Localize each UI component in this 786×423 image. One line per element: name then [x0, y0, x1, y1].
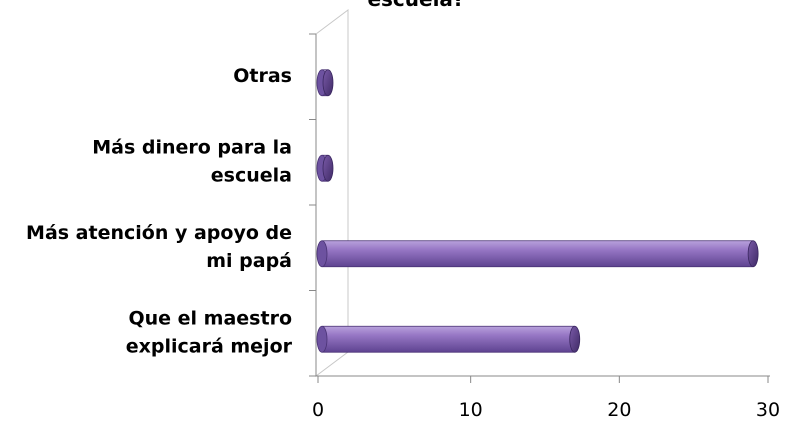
bars-group [316, 69, 759, 353]
y-axis [309, 33, 316, 377]
chart-title: escuela? [367, 0, 464, 11]
x-axis: 0 10 20 30 [312, 375, 780, 421]
bar [316, 240, 759, 268]
category-label: Que el maestro explicará mejor [126, 307, 293, 357]
x-tick-label: 0 [312, 399, 324, 421]
x-tick-label: 20 [607, 399, 631, 421]
chart-wall [315, 9, 349, 377]
bar [316, 154, 334, 182]
x-tick-label: 10 [459, 399, 483, 421]
category-labels: Otras Más dinero para la escuela Más atenci… [26, 65, 293, 358]
category-label: Otras [233, 65, 292, 87]
x-tick-label: 30 [756, 399, 780, 421]
bar [316, 69, 334, 97]
bar [316, 325, 581, 353]
category-label: Más dinero para la escuela [92, 136, 292, 186]
category-label: Más atención y apoyo de mi papá [26, 222, 292, 272]
